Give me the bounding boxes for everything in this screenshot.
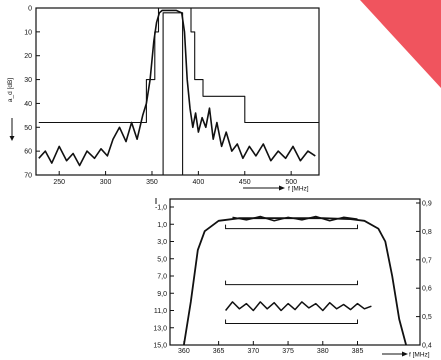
plot-2-right-y-ticks: 0,9 0,8 0,7 0,6 0,5 0,4 <box>416 201 432 350</box>
plot-1-x-axis-label: f [MHz] <box>288 186 309 193</box>
plot-2-x-tick-label: 360 <box>178 348 190 355</box>
plot-1-series <box>38 7 319 176</box>
plot-1-y-arrow-head <box>9 136 15 141</box>
plot-2-series <box>183 215 407 346</box>
plot-1-y-tick-label: 10 <box>24 29 32 36</box>
plot-2-right-tick-label: 0,5 <box>422 314 432 321</box>
plot-2-right-tick-label: 0,9 <box>422 201 432 208</box>
plot-2-y-tick-label: 13,0 <box>153 325 167 332</box>
plot-1-series-tolerance-mask-inner <box>158 12 190 176</box>
plot-1-y-tick-label: 0 <box>28 6 32 13</box>
plot-1-x-ticks: 250 300 350 400 450 500 <box>53 171 297 186</box>
plot-2-tolerance-bracket <box>225 224 358 230</box>
plot-2-y-tick-label: 9,0 <box>157 291 167 298</box>
corner-decoration <box>360 0 441 88</box>
plot-1-x-tick-label: 300 <box>100 179 112 186</box>
plot-2-y-tick-label: 3,0 <box>157 239 167 246</box>
plot-2-y-tick-label: -1,0 <box>155 205 167 212</box>
plot-1-x-tick-label: 500 <box>285 179 297 186</box>
plot-2-x-tick-label: 370 <box>247 348 259 355</box>
plot-1-y-tick-label: 30 <box>24 77 32 84</box>
plot-2-right-tick-label: 0,8 <box>422 229 432 236</box>
plot-1-y-tick-label: 50 <box>24 125 32 132</box>
plot-2-series-passband-ripple <box>232 215 358 222</box>
plot-1-y-tick-label: 70 <box>24 173 32 180</box>
plot-1-series-measured-response <box>38 9 316 167</box>
plot-1-attenuation-overview: 0 10 20 30 40 50 60 70 250 300 350 400 450 500 a_d [… <box>7 6 320 193</box>
plot-2-y-tick-label: 7,0 <box>157 274 167 281</box>
plot-2-right-tick-label: 0,7 <box>422 257 432 264</box>
plot-1-y-tick-label: 20 <box>24 53 32 60</box>
plot-2-x-tick-label: 375 <box>282 348 294 355</box>
plot-2-x-tick-label: 380 <box>317 348 329 355</box>
plot-1-series-tolerance-mask-outer <box>38 7 319 124</box>
plot-2-x-tick-label: 365 <box>213 348 225 355</box>
plot-2-series-attenuation <box>183 217 407 346</box>
plot-1-y-tick-label: 60 <box>24 149 32 156</box>
plot-2-tolerance-bracket <box>225 280 358 286</box>
plot-1-frame <box>35 7 320 176</box>
plot-1-y-axis-label: a_d [dB] <box>7 78 14 102</box>
plot-2-y-tick-label: 11,0 <box>154 308 167 315</box>
plot-2-x-ticks: 360 365 370 375 380 385 <box>178 341 363 355</box>
plot-1-x-tick-label: 400 <box>193 179 205 186</box>
plot-2-x-axis-label: f [MHz] <box>409 352 430 359</box>
plot-2-passband-detail: -1,01,03,05,07,09,011,013,015,0 0,90,80,… <box>153 198 432 359</box>
plot-1-x-arrow-head <box>279 185 285 191</box>
plot-2-frame <box>169 198 421 346</box>
plot-2-x-tick-label: 385 <box>352 348 364 355</box>
plot-2-y-tick-label: 15,0 <box>153 343 167 350</box>
plot-2-y-tick-label: 5,0 <box>157 256 167 263</box>
plot-1-x-tick-label: 450 <box>239 179 251 186</box>
plot-2-tolerance-bracket <box>225 319 358 324</box>
plot-2-right-tick-label: 0,6 <box>422 286 432 293</box>
plot-1-y-ticks: 0 10 20 30 40 50 60 70 <box>24 6 40 180</box>
plot-2-series-group-delay <box>225 301 372 312</box>
plot-1-y-tick-label: 40 <box>24 101 32 108</box>
plot-2-y-tick-label: 1,0 <box>157 222 167 229</box>
plot-1-x-tick-label: 350 <box>146 179 158 186</box>
plot-1-x-tick-label: 250 <box>53 179 65 186</box>
plot-2-x-arrow-head <box>402 351 408 357</box>
plot-2-left-y-ticks: -1,0 1,0 3,0 5,0 7,0 9,0 11,0 13,0 15,0 <box>153 205 174 350</box>
plot-2-right-tick-label: 0,4 <box>422 343 432 350</box>
